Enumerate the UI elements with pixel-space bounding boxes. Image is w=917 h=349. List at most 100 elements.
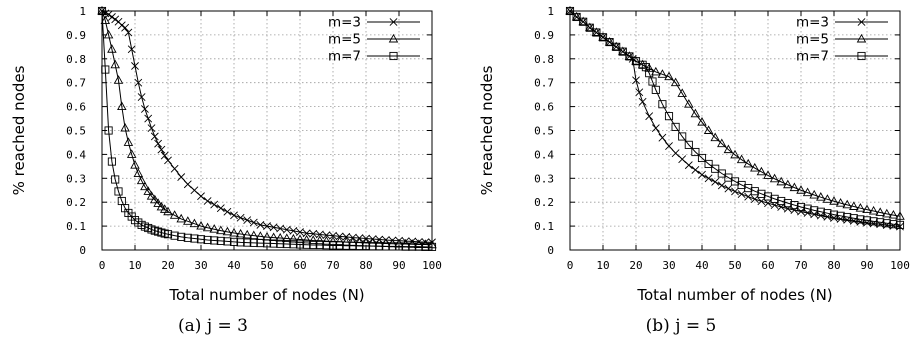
data-point — [895, 211, 905, 220]
series-line — [569, 10, 901, 217]
caption: (b) j = 5 — [646, 316, 717, 336]
data-point — [235, 228, 246, 238]
data-point — [309, 229, 318, 238]
data-point — [882, 208, 892, 218]
y-tick-label: 0 — [79, 244, 86, 257]
data-point — [329, 231, 337, 240]
x-tick-label: 50 — [728, 259, 741, 272]
data-point — [658, 133, 667, 142]
data-point — [631, 56, 641, 65]
x-tick-label: 0 — [99, 259, 106, 272]
data-point — [315, 230, 324, 239]
data-point — [810, 206, 819, 215]
data-point — [216, 236, 225, 245]
data-point — [110, 59, 120, 69]
data-point — [177, 232, 186, 241]
data-point — [111, 175, 120, 184]
data-point — [275, 232, 285, 242]
data-point — [140, 105, 149, 113]
data-point — [223, 207, 232, 216]
data-point — [888, 209, 899, 219]
data-point — [140, 181, 150, 191]
data-point — [611, 41, 621, 51]
data-point — [684, 99, 694, 108]
data-point — [210, 200, 219, 209]
data-point — [704, 174, 713, 183]
data-point — [147, 124, 156, 133]
data-point — [295, 240, 305, 249]
data-point — [348, 241, 357, 250]
data-point — [236, 213, 245, 222]
data-point — [229, 227, 239, 237]
data-point — [632, 76, 640, 85]
data-point — [635, 88, 644, 97]
caption: (a) j = 3 — [178, 316, 248, 336]
data-point — [578, 16, 588, 26]
data-point — [375, 242, 384, 251]
data-point — [263, 222, 271, 231]
data-point — [670, 77, 681, 87]
data-point — [104, 126, 113, 135]
data-point — [421, 242, 430, 251]
data-point — [427, 242, 437, 251]
data-point — [764, 199, 772, 208]
data-point — [862, 216, 872, 225]
y-tick-label: 0.2 — [66, 196, 86, 209]
data-point — [691, 166, 700, 174]
data-point — [723, 144, 734, 154]
data-point — [243, 238, 252, 247]
y-axis-label: % reached nodes — [10, 65, 28, 195]
x-tick-label: 80 — [827, 259, 840, 272]
data-point — [183, 180, 192, 189]
data-point — [328, 241, 338, 250]
y-tick-label: 0.7 — [66, 77, 86, 90]
legend-marker — [388, 33, 399, 43]
data-point — [408, 242, 417, 251]
data-point — [154, 139, 163, 148]
data-point — [836, 211, 845, 220]
data-point — [671, 122, 680, 131]
data-point — [645, 69, 654, 78]
x-tick-label: 90 — [860, 259, 873, 272]
data-point — [420, 239, 431, 248]
data-point — [170, 231, 179, 240]
x-tick-label: 30 — [662, 259, 675, 272]
data-point — [111, 15, 120, 24]
data-point — [763, 170, 773, 179]
data-point — [592, 28, 601, 37]
data-point — [159, 204, 170, 213]
data-point — [321, 236, 332, 245]
data-point — [341, 236, 351, 246]
data-point — [724, 184, 733, 193]
data-point — [876, 218, 885, 227]
data-point — [822, 194, 833, 203]
data-point — [783, 199, 792, 208]
data-point — [763, 192, 773, 201]
data-point — [289, 226, 298, 235]
data-point — [117, 21, 126, 30]
data-point — [342, 232, 351, 241]
data-point — [137, 93, 146, 101]
x-tick-label: 60 — [761, 259, 774, 272]
data-point — [368, 242, 377, 251]
data-point — [803, 209, 812, 217]
x-tick-label: 80 — [359, 259, 372, 272]
y-tick-label: 0.9 — [66, 29, 86, 42]
data-point — [288, 233, 299, 243]
data-point — [691, 147, 700, 157]
data-point — [414, 242, 423, 251]
data-point — [756, 166, 767, 176]
data-point — [295, 234, 305, 243]
data-point — [243, 216, 252, 225]
data-point — [100, 15, 111, 25]
data-point — [242, 229, 252, 239]
data-point — [744, 184, 753, 193]
data-point — [144, 114, 153, 123]
data-point — [164, 156, 172, 165]
y-tick-label: 0.1 — [66, 220, 86, 233]
data-point — [842, 199, 852, 209]
data-point — [296, 228, 304, 236]
legend: m=3m=5m=7 — [328, 15, 420, 65]
data-point — [849, 201, 859, 210]
data-point — [665, 142, 673, 150]
